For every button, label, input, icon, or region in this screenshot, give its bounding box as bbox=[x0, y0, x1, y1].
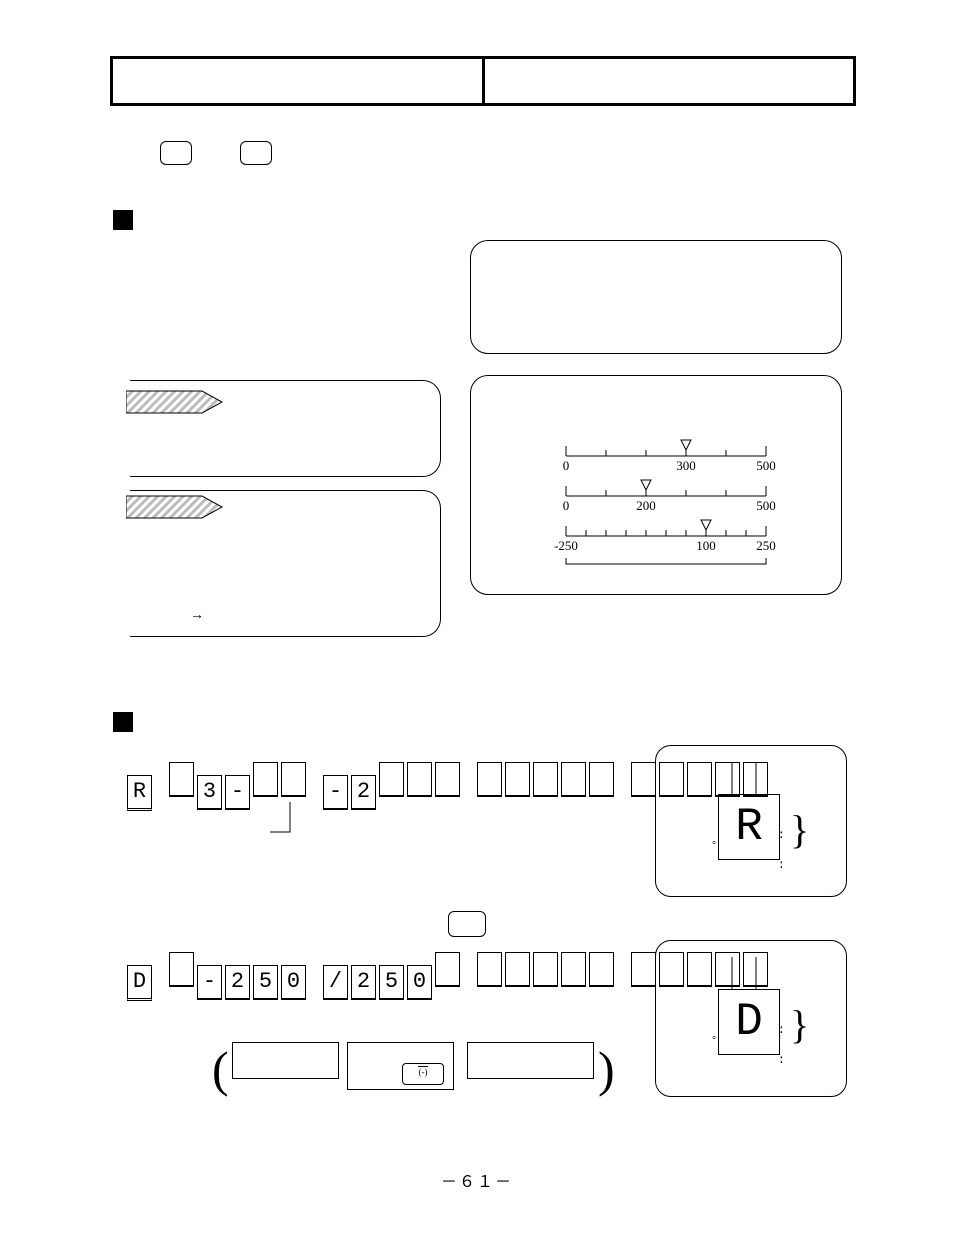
seg7-cell: 5 bbox=[253, 965, 278, 1000]
bullet-1 bbox=[113, 210, 133, 230]
side-r-seg: ° R : : bbox=[718, 794, 780, 860]
svg-text:500: 500 bbox=[756, 458, 776, 473]
side-r-char: R bbox=[735, 801, 763, 853]
seg7-cell bbox=[533, 762, 558, 797]
mid-button[interactable] bbox=[448, 911, 486, 937]
paren-close: ) bbox=[598, 1040, 615, 1098]
box-left-lower: → bbox=[130, 490, 440, 635]
side-r-brace: } bbox=[790, 806, 809, 853]
seg7-cell: / bbox=[323, 965, 348, 1000]
arrow-hatched-1 bbox=[126, 387, 226, 417]
svg-text:0: 0 bbox=[563, 498, 570, 513]
header-right bbox=[493, 69, 843, 93]
seg7-cell bbox=[169, 952, 194, 987]
svg-text:-250: -250 bbox=[554, 538, 578, 553]
seg7-cell bbox=[407, 762, 432, 797]
intro-button-1[interactable] bbox=[160, 141, 192, 165]
seg7-cell bbox=[561, 952, 586, 987]
seg7-cell: 2 bbox=[351, 775, 376, 810]
seg7-cell: 5 bbox=[379, 965, 404, 1000]
display-top-connector bbox=[270, 802, 350, 842]
seg7-cell: - bbox=[197, 965, 222, 1000]
scale-panel: 0 300 500 0 200 500 -250 100 250 bbox=[470, 375, 842, 595]
seg7-cell bbox=[589, 952, 614, 987]
svg-text:500: 500 bbox=[756, 498, 776, 513]
seg7-cell bbox=[253, 762, 278, 797]
seg7-cell bbox=[533, 952, 558, 987]
side-box-r: ° R : : } bbox=[655, 745, 847, 897]
bullet-2 bbox=[113, 712, 133, 732]
seg7-cell bbox=[379, 762, 404, 797]
svg-text:0: 0 bbox=[563, 458, 570, 473]
bottom-box-1 bbox=[232, 1042, 339, 1079]
display-bot-leading: D bbox=[127, 965, 152, 1001]
seg7-cell bbox=[561, 762, 586, 797]
side-d-brace: } bbox=[790, 1001, 809, 1048]
bottom-box-3 bbox=[467, 1042, 594, 1079]
seg7-cell bbox=[477, 952, 502, 987]
arrow-text: → bbox=[190, 608, 204, 624]
header-left bbox=[121, 69, 471, 93]
seg7-cell: 0 bbox=[281, 965, 306, 1000]
side-d-seg: ° D : : bbox=[718, 989, 780, 1055]
seg7-cell bbox=[435, 762, 460, 797]
intro-button-2[interactable] bbox=[240, 141, 272, 165]
box-top-right bbox=[470, 240, 842, 354]
arrow-hatched-2 bbox=[126, 492, 226, 522]
seg7-cell: 3 bbox=[197, 775, 222, 810]
box-left-upper bbox=[130, 380, 441, 477]
svg-text:100: 100 bbox=[696, 538, 716, 553]
seg7-cell: 0 bbox=[407, 965, 432, 1000]
svg-text:300: 300 bbox=[676, 458, 696, 473]
paren-open: ( bbox=[212, 1040, 229, 1098]
page-number: －６１－ bbox=[0, 1168, 954, 1192]
seg7-cell bbox=[169, 762, 194, 797]
seg7-cell bbox=[589, 762, 614, 797]
page-root: → 03005000200500-250100250 R 3--2 ° R : … bbox=[0, 0, 954, 1235]
seg7-cell bbox=[281, 762, 306, 797]
svg-text:250: 250 bbox=[756, 538, 776, 553]
display-top-leading: R bbox=[127, 775, 152, 811]
seg7-cell bbox=[631, 952, 656, 987]
header-divider bbox=[482, 59, 485, 103]
tiny-key-label: (-) bbox=[419, 1067, 428, 1077]
svg-text:200: 200 bbox=[636, 498, 656, 513]
side-d-char: D bbox=[735, 996, 763, 1048]
header-box bbox=[110, 56, 856, 106]
tiny-key[interactable]: (-) bbox=[402, 1063, 444, 1085]
side-box-d: ° D : : } bbox=[655, 940, 847, 1097]
seg7-cell bbox=[505, 952, 530, 987]
seg7-cell: 2 bbox=[225, 965, 250, 1000]
seg7-cell bbox=[631, 762, 656, 797]
bottom-box-2: (-) bbox=[347, 1042, 454, 1090]
seg7-cell bbox=[435, 952, 460, 987]
seg7-cell: - bbox=[225, 775, 250, 810]
seg7-cell bbox=[477, 762, 502, 797]
seg7-cell bbox=[505, 762, 530, 797]
scales-svg: 0 300 500 0 200 500 -250 100 250 bbox=[471, 376, 841, 594]
seg7-cell: 2 bbox=[351, 965, 376, 1000]
